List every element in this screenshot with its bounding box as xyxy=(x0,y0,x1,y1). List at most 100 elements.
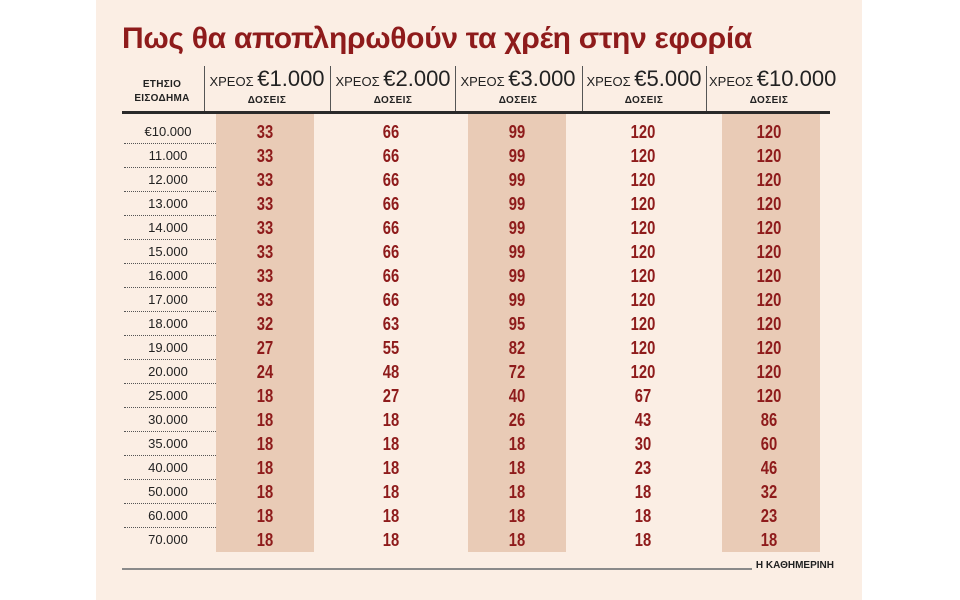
installments-value: 24 xyxy=(256,362,274,382)
installments-value: 18 xyxy=(382,530,400,550)
installments-value: 18 xyxy=(634,482,652,502)
installments-value: 120 xyxy=(756,314,782,334)
debt-column-header-5: ΧΡΕΟΣ €10.000 ΔΟΣΕΙΣ xyxy=(709,66,836,106)
installments-value: 18 xyxy=(256,530,274,550)
row-separator xyxy=(124,431,216,432)
installments-value: 95 xyxy=(508,314,526,334)
installments-value: 67 xyxy=(634,386,652,406)
header-rule xyxy=(122,111,830,114)
debt-column-header-1: ΧΡΕΟΣ €1.000 ΔΟΣΕΙΣ xyxy=(207,66,327,106)
debt-prefix: ΧΡΕΟΣ xyxy=(586,74,631,89)
row-separator xyxy=(124,239,216,240)
installments-value: 18 xyxy=(256,506,274,526)
installments-value: 99 xyxy=(508,194,526,214)
income-label: 11.000 xyxy=(148,148,188,163)
row-separator xyxy=(124,503,216,504)
installments-value: 33 xyxy=(256,194,274,214)
installments-value: 99 xyxy=(508,170,526,190)
installments-value: 18 xyxy=(256,482,274,502)
chart-title: Πως θα αποπληρωθούν τα χρέη στην εφορία xyxy=(122,22,753,55)
installments-value: 46 xyxy=(760,458,778,478)
debt-amount: €2.000 xyxy=(383,66,451,91)
installments-value: 33 xyxy=(256,266,274,286)
doses-label: ΔΟΣΕΙΣ xyxy=(373,95,413,106)
debt-prefix: ΧΡΕΟΣ xyxy=(335,74,380,89)
installments-value: 120 xyxy=(630,290,656,310)
header-separator xyxy=(582,66,583,114)
installments-value: 63 xyxy=(382,314,400,334)
installments-value: 23 xyxy=(760,506,778,526)
installments-value: 32 xyxy=(760,482,778,502)
installments-value: 120 xyxy=(756,338,782,358)
row-separator xyxy=(124,359,216,360)
debt-column-header-3: ΧΡΕΟΣ €3.000 ΔΟΣΕΙΣ xyxy=(458,66,578,106)
installments-value: 33 xyxy=(256,290,274,310)
installments-value: 18 xyxy=(634,530,652,550)
installments-value: 86 xyxy=(760,410,778,430)
row-separator xyxy=(124,527,216,528)
installments-value: 18 xyxy=(256,458,274,478)
installments-value: 120 xyxy=(630,194,656,214)
column-stripe-1 xyxy=(216,111,314,552)
income-label: 12.000 xyxy=(148,172,188,187)
installments-value: 18 xyxy=(760,530,778,550)
income-label: €10.000 xyxy=(144,124,192,139)
installments-value: 26 xyxy=(508,410,526,430)
row-separator xyxy=(124,311,216,312)
installments-value: 18 xyxy=(256,410,274,430)
installments-value: 18 xyxy=(634,506,652,526)
installments-value: 18 xyxy=(508,482,526,502)
installments-value: 120 xyxy=(630,146,656,166)
installments-value: 72 xyxy=(508,362,526,382)
installments-value: 18 xyxy=(256,386,274,406)
income-label: 70.000 xyxy=(148,532,188,547)
installments-value: 120 xyxy=(756,242,782,262)
row-separator xyxy=(124,263,216,264)
income-label: 60.000 xyxy=(148,508,188,523)
installments-value: 43 xyxy=(634,410,652,430)
header-separator xyxy=(455,66,456,114)
column-stripe-3 xyxy=(468,111,566,552)
installments-value: 66 xyxy=(382,266,400,286)
installments-value: 66 xyxy=(382,170,400,190)
debt-column-header-4: ΧΡΕΟΣ €5.000 ΔΟΣΕΙΣ xyxy=(584,66,704,106)
installments-value: 48 xyxy=(382,362,400,382)
income-label: 40.000 xyxy=(148,460,188,475)
installments-value: 18 xyxy=(382,506,400,526)
income-label: 17.000 xyxy=(148,292,188,307)
installments-value: 66 xyxy=(382,146,400,166)
income-label: 18.000 xyxy=(148,316,188,331)
debt-column-header-2: ΧΡΕΟΣ €2.000 ΔΟΣΕΙΣ xyxy=(333,66,453,106)
installments-value: 60 xyxy=(760,434,778,454)
row-separator xyxy=(124,191,216,192)
debt-prefix: ΧΡΕΟΣ xyxy=(709,74,754,89)
column-stripe-5 xyxy=(722,111,820,552)
income-label: 14.000 xyxy=(148,220,188,235)
income-label: 30.000 xyxy=(148,412,188,427)
income-label: 15.000 xyxy=(148,244,188,259)
installments-value: 33 xyxy=(256,146,274,166)
installments-value: 66 xyxy=(382,242,400,262)
installments-value: 120 xyxy=(630,314,656,334)
installments-value: 18 xyxy=(508,458,526,478)
installments-value: 82 xyxy=(508,338,526,358)
installments-value: 18 xyxy=(382,434,400,454)
installments-value: 40 xyxy=(508,386,526,406)
footer-rule xyxy=(122,568,752,570)
row-separator xyxy=(124,383,216,384)
installments-value: 120 xyxy=(630,122,656,142)
installments-value: 23 xyxy=(634,458,652,478)
installments-value: 120 xyxy=(756,362,782,382)
installments-value: 120 xyxy=(756,290,782,310)
income-label: 50.000 xyxy=(148,484,188,499)
debt-amount: €3.000 xyxy=(508,66,576,91)
installments-value: 18 xyxy=(382,482,400,502)
income-label: 19.000 xyxy=(148,340,188,355)
installments-value: 18 xyxy=(508,530,526,550)
income-header-line-1: ΕΤΗΣΙΟ xyxy=(142,79,182,90)
installments-value: 27 xyxy=(256,338,274,358)
installments-value: 99 xyxy=(508,146,526,166)
installments-value: 27 xyxy=(382,386,400,406)
installments-value: 120 xyxy=(756,194,782,214)
installments-value: 30 xyxy=(634,434,652,454)
